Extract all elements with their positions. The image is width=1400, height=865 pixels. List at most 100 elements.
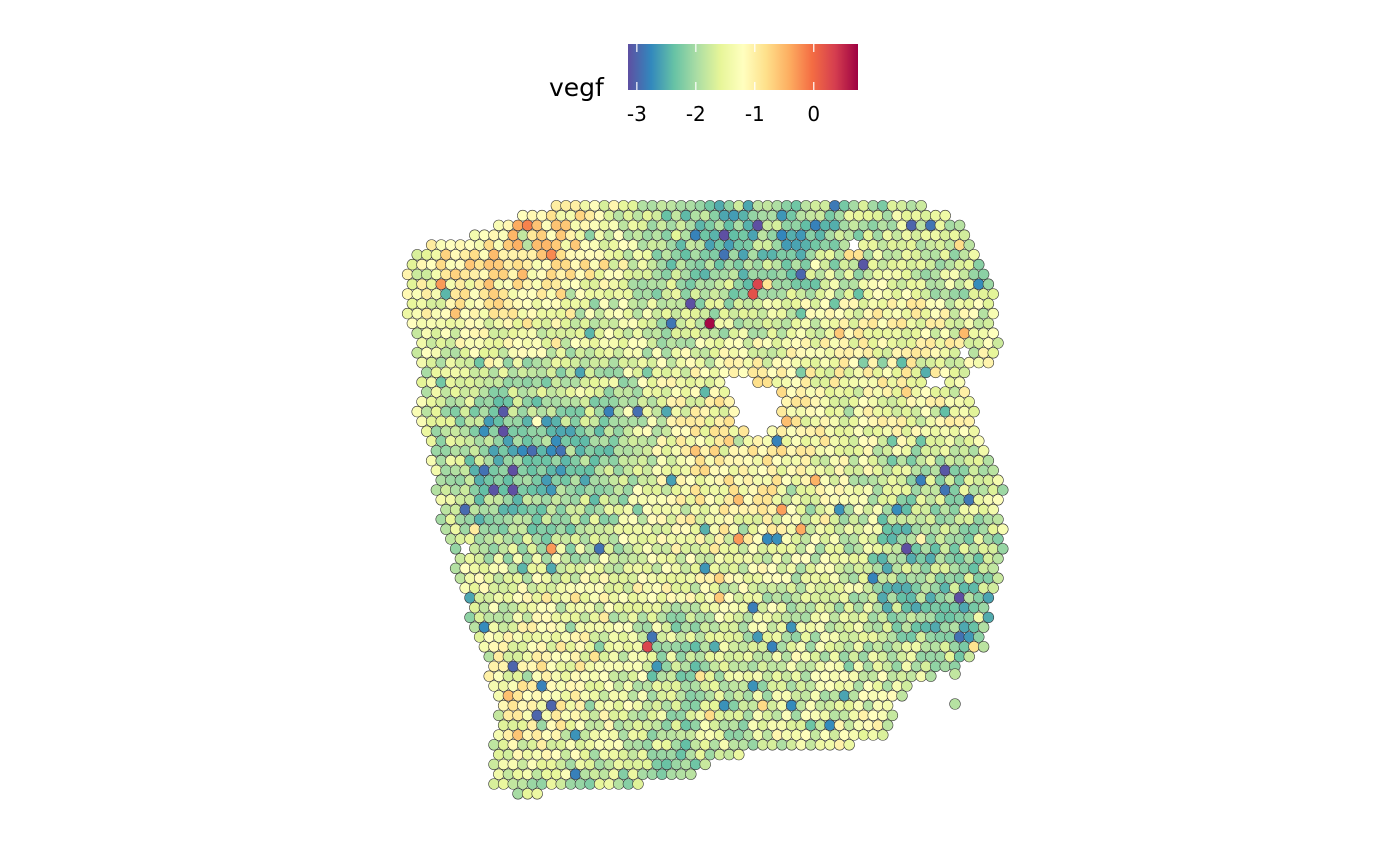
spot-point — [521, 239, 534, 251]
spot-point — [661, 503, 673, 516]
spot-point — [507, 307, 519, 320]
spot-point — [646, 592, 659, 604]
spot-point — [766, 523, 779, 535]
spot-point — [953, 631, 966, 643]
spot-point — [795, 503, 807, 516]
spot-point — [502, 670, 515, 682]
spot-point — [737, 641, 750, 653]
spot-point — [968, 523, 980, 535]
spot-point — [459, 366, 471, 379]
spot-point — [949, 503, 961, 516]
spot-point — [637, 298, 649, 310]
spot-point — [862, 719, 875, 731]
spot-point — [781, 592, 793, 604]
spot-point — [713, 670, 726, 682]
spot-point — [483, 670, 495, 682]
spot-point — [848, 396, 860, 408]
spot-point — [862, 209, 875, 222]
spot-point — [891, 523, 903, 535]
spot-point — [689, 601, 702, 614]
spot-point — [560, 337, 572, 349]
spot-point — [963, 474, 975, 486]
spot-point — [939, 562, 951, 575]
spot-point — [517, 307, 529, 320]
spot-point — [685, 454, 697, 467]
spot-point — [761, 356, 774, 369]
spot-point — [958, 229, 971, 241]
spot-point — [949, 523, 961, 535]
spot-point — [449, 249, 462, 261]
spot-point — [949, 268, 961, 281]
spot-point — [641, 366, 654, 379]
spot-point — [526, 778, 539, 790]
spot-point — [670, 386, 683, 398]
spot-point — [752, 729, 764, 741]
spot-point — [699, 699, 711, 712]
spot-point — [637, 670, 649, 682]
spot-point — [829, 298, 841, 310]
spot-point — [651, 739, 663, 751]
spot-point — [579, 494, 591, 506]
spot-point — [641, 621, 654, 633]
spot-point — [603, 582, 615, 594]
spot-point — [824, 739, 836, 751]
spot-point — [622, 562, 635, 575]
spot-point — [757, 739, 769, 751]
spot-point — [776, 386, 788, 398]
spot-point — [502, 631, 515, 643]
spot-point — [992, 474, 1004, 486]
spot-point — [848, 670, 860, 682]
spot-point — [512, 494, 524, 506]
spot-point — [776, 209, 788, 222]
spot-point — [785, 660, 798, 673]
spot-point — [915, 454, 927, 467]
spot-point — [737, 307, 750, 320]
legend-title: vegf — [549, 73, 605, 102]
spot-point — [776, 327, 788, 339]
spot-point — [699, 680, 711, 692]
spot-point — [737, 739, 750, 751]
colorbar-legend: vegf -3 -2 -1 0 — [549, 44, 858, 126]
spot-point — [598, 572, 611, 584]
spot-point — [848, 494, 860, 506]
spot-point — [512, 690, 524, 702]
spot-point — [737, 484, 750, 496]
spot-point — [680, 660, 692, 673]
spot-point — [838, 258, 851, 271]
spot-point — [579, 709, 591, 722]
spot-point — [872, 621, 884, 633]
spot-point — [685, 239, 697, 251]
spot-point — [661, 523, 673, 535]
spot-point — [488, 327, 500, 339]
spot-point — [766, 660, 779, 673]
spot-point — [728, 366, 740, 379]
spot-point — [785, 366, 798, 379]
spot-point — [661, 288, 673, 300]
spot-point — [915, 337, 927, 349]
spot-point — [622, 758, 635, 771]
spot-point — [665, 709, 678, 722]
spot-point — [939, 347, 951, 359]
spot-point — [934, 298, 947, 310]
spot-point — [454, 572, 467, 584]
spot-point — [526, 621, 539, 633]
spot-point — [896, 690, 908, 702]
spot-point — [617, 356, 630, 369]
spot-point — [905, 415, 918, 428]
spot-point — [733, 494, 745, 506]
spot-point — [512, 337, 524, 349]
spot-point — [488, 543, 500, 555]
spot-point — [416, 415, 428, 428]
spot-point — [627, 337, 639, 349]
spot-point — [896, 200, 908, 212]
spot-point — [805, 445, 817, 457]
spot-point — [675, 258, 687, 271]
spot-point — [757, 209, 769, 222]
spot-point — [886, 337, 899, 349]
spot-point — [469, 268, 481, 281]
spot-point — [502, 376, 515, 388]
spot-point — [997, 523, 1009, 535]
spot-layer — [401, 200, 1009, 800]
spot-point — [973, 356, 985, 369]
spot-point — [517, 425, 529, 437]
